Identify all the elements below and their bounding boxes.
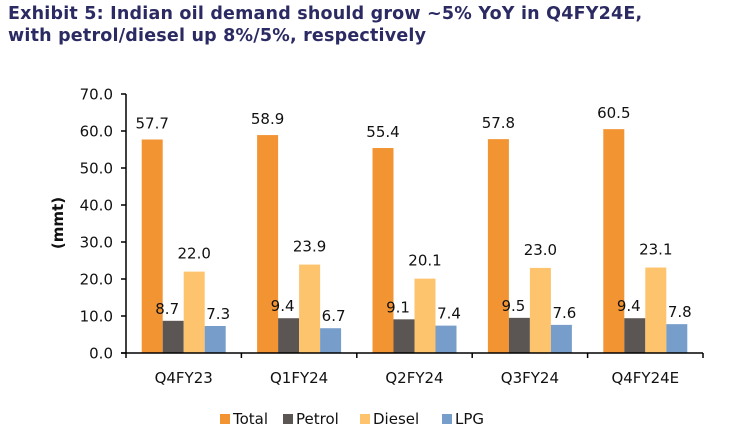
bar-diesel [299,264,321,353]
bar-total [487,139,509,353]
chart-title-line-1: Exhibit 5: Indian oil demand should grow… [8,4,643,24]
legend-swatch-petrol [283,414,293,424]
axes [121,94,704,358]
legend-label-lpg: LPG [455,410,484,428]
bar-petrol [393,319,415,353]
x-category-label: Q4FY23 [155,369,213,387]
y-tick-label: 60.0 [80,123,113,141]
x-category-label: Q4FY24E [611,369,679,387]
legend-swatch-total [220,414,230,424]
bar-total [372,148,394,353]
bars [141,129,688,353]
data-label-petrol: 9.1 [386,298,410,316]
data-label-diesel: 20.1 [408,252,441,270]
data-label-lpg: 7.6 [552,304,576,322]
data-label-total: 57.7 [135,115,168,133]
legend-label-petrol: Petrol [296,410,339,428]
chart-title-line-2: with petrol/diesel up 8%/5%, respectivel… [8,26,427,46]
data-label-petrol: 9.4 [617,297,641,315]
legend-swatch-lpg [442,414,452,424]
chart-title: Exhibit 5: Indian oil demand should grow… [8,3,738,47]
data-label-diesel: 23.1 [639,241,672,259]
y-tick-label: 40.0 [80,197,113,215]
bar-lpg [550,324,572,353]
x-axis-categories: Q4FY23 Q1FY24 Q2FY24 Q3FY24 Q4FY24E [155,369,680,387]
data-label-lpg: 7.3 [206,305,230,323]
y-tick-label: 50.0 [80,160,113,178]
data-labels: 57.7 8.7 22.0 7.3 58.9 9.4 23.9 6.7 55.4 9.1 20.1 7… [135,104,691,325]
bar-total [257,135,279,353]
x-category-label: Q1FY24 [270,369,328,387]
y-tick-label: 20.0 [80,271,113,289]
data-label-total: 60.5 [597,104,630,122]
bar-diesel [183,271,205,353]
data-label-petrol: 9.5 [501,297,525,315]
data-label-total: 57.8 [482,114,515,132]
data-label-petrol: 8.7 [155,300,179,318]
bar-petrol [624,318,646,353]
y-axis-label: (mmt) [49,197,67,249]
data-label-diesel: 23.0 [524,241,557,259]
data-label-diesel: 22.0 [177,245,210,263]
data-label-lpg: 7.8 [668,303,692,321]
y-tick-label: 70.0 [80,86,113,104]
data-label-total: 55.4 [366,123,399,141]
legend: Total Petrol Diesel LPG [220,410,484,428]
y-tick-label: 30.0 [80,234,113,252]
data-label-total: 58.9 [251,110,284,128]
legend-label-total: Total [232,410,268,428]
y-axis-ticks: 0.0 10.0 20.0 30.0 40.0 50.0 60.0 70.0 [80,86,126,363]
bar-diesel [414,278,436,353]
bar-lpg [666,324,688,353]
x-category-label: Q3FY24 [501,369,559,387]
bar-petrol [162,320,184,353]
bar-lpg [320,328,342,353]
y-tick-label: 0.0 [89,345,113,363]
bar-petrol [508,317,530,353]
legend-swatch-diesel [360,414,370,424]
data-label-petrol: 9.4 [271,297,295,315]
bar-total [141,139,163,353]
data-label-lpg: 7.4 [437,305,461,323]
bar-diesel [645,267,667,353]
bar-petrol [278,318,300,353]
x-category-label: Q2FY24 [385,369,443,387]
y-tick-label: 10.0 [80,308,113,326]
bar-diesel [529,267,551,353]
bar-lpg [435,325,457,353]
data-label-diesel: 23.9 [293,238,326,256]
bar-lpg [204,325,226,353]
data-label-lpg: 6.7 [322,307,346,325]
legend-label-diesel: Diesel [373,410,419,428]
bar-total [603,129,625,353]
